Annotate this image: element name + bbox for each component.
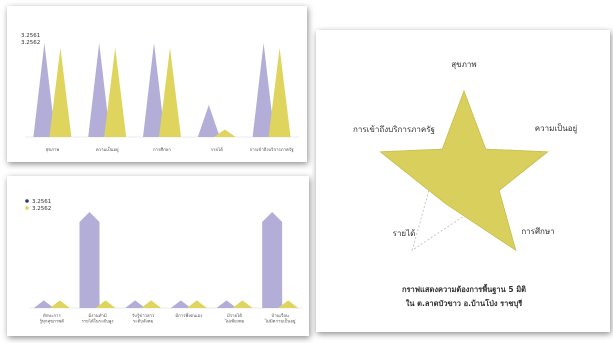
series-3.2562-area (186, 300, 207, 308)
radar-chart-card: สุขภาพความเป็นอยู่การศึกษา รายได้ การเข้าถ… (316, 30, 610, 332)
area-chart-card-top: 3.2561 3.2562 สุขภาพ ความเป็นอยู่ การศึกษา รา… (7, 6, 307, 162)
legend-label: 3.2561 (32, 199, 51, 205)
axis-label: การเข้าถึงบริการภาครัฐ (353, 125, 435, 134)
x-tick-label: การศึกษา (153, 147, 171, 153)
series-3.2562-area (232, 300, 253, 308)
series-3.2561-area (197, 105, 220, 137)
series-3.2562-area (159, 47, 181, 138)
x-tick-label: มีงานทำมี (88, 313, 107, 319)
x-tick-label: มีการพึ่งตนเอง (175, 312, 202, 319)
series-3.2562-area (104, 47, 127, 138)
series-3.2561-area (33, 300, 54, 308)
series-3.2561-area (88, 43, 111, 137)
axis-label: รายได้ (393, 229, 416, 238)
x-tick-label: มีรายได้ (227, 313, 242, 319)
series-3.2562-area (95, 300, 116, 308)
series-3.2561-area (79, 212, 100, 308)
series-3.2561-area (252, 43, 275, 137)
series-3.2561-area (143, 43, 165, 137)
x-tick-label: รายได้ในระดับสูง (81, 319, 113, 325)
x-tick-label: รับรู้ข่าวสาร (132, 313, 155, 319)
legend-marker (25, 206, 29, 210)
series-3.2561-area (262, 212, 283, 308)
x-tick-label: การเข้าถึงบริการภาครัฐ (250, 147, 295, 153)
chart-caption-line2: ใน ต.ลาดบัวขาว อ.บ้านโป่ง ราชบุรี (406, 298, 524, 308)
series-3.2562-area (213, 129, 236, 137)
series-3.2562-area (49, 47, 72, 138)
x-tick-label: รายได้ (211, 147, 223, 153)
chart-caption-line1: กราฟแสดงความต้องการพื้นฐาน 5 มิติ (402, 283, 526, 295)
x-tick-label: ทักษะการ (43, 313, 62, 319)
series-3.2561-area (125, 300, 146, 308)
legend-marker (25, 199, 29, 203)
series-3.2562-area (268, 47, 291, 138)
axis-label: ความเป็นอยู่ (535, 123, 577, 134)
legend-label: 3.2562 (32, 206, 51, 212)
area-chart-card-bottom: 3.2561 3.2562 ทักษะการ รู้ทุกสุขภาพดี มีงานท… (7, 176, 309, 336)
series-2562-area (379, 89, 549, 252)
axis-label: สุขภาพ (451, 60, 476, 69)
x-tick-label: รู้ทุกสุขภาพดี (40, 319, 64, 325)
x-tick-label: ไม่มีความเป็นอยู่ (264, 317, 296, 325)
axis-label: การศึกษา (521, 227, 554, 236)
x-tick-label: สุขภาพ (46, 147, 60, 153)
series-3.2562-area (278, 300, 299, 308)
series-3.2561-area (170, 300, 191, 308)
x-tick-label: ความเป็นอยู่ (96, 145, 119, 153)
series-3.2562-area (141, 300, 162, 308)
series-3.2562-area (49, 300, 70, 308)
series-3.2561-area (33, 43, 56, 137)
x-tick-label: บ้านเรือน (271, 313, 288, 319)
legend-label: 3.2562 (21, 40, 40, 46)
x-tick-label: ระดับสังคม (133, 319, 154, 325)
x-tick-label: ไม่เพียงพอ (224, 319, 245, 325)
series-3.2561-area (216, 300, 237, 308)
legend-label: 3.2561 (21, 33, 40, 39)
